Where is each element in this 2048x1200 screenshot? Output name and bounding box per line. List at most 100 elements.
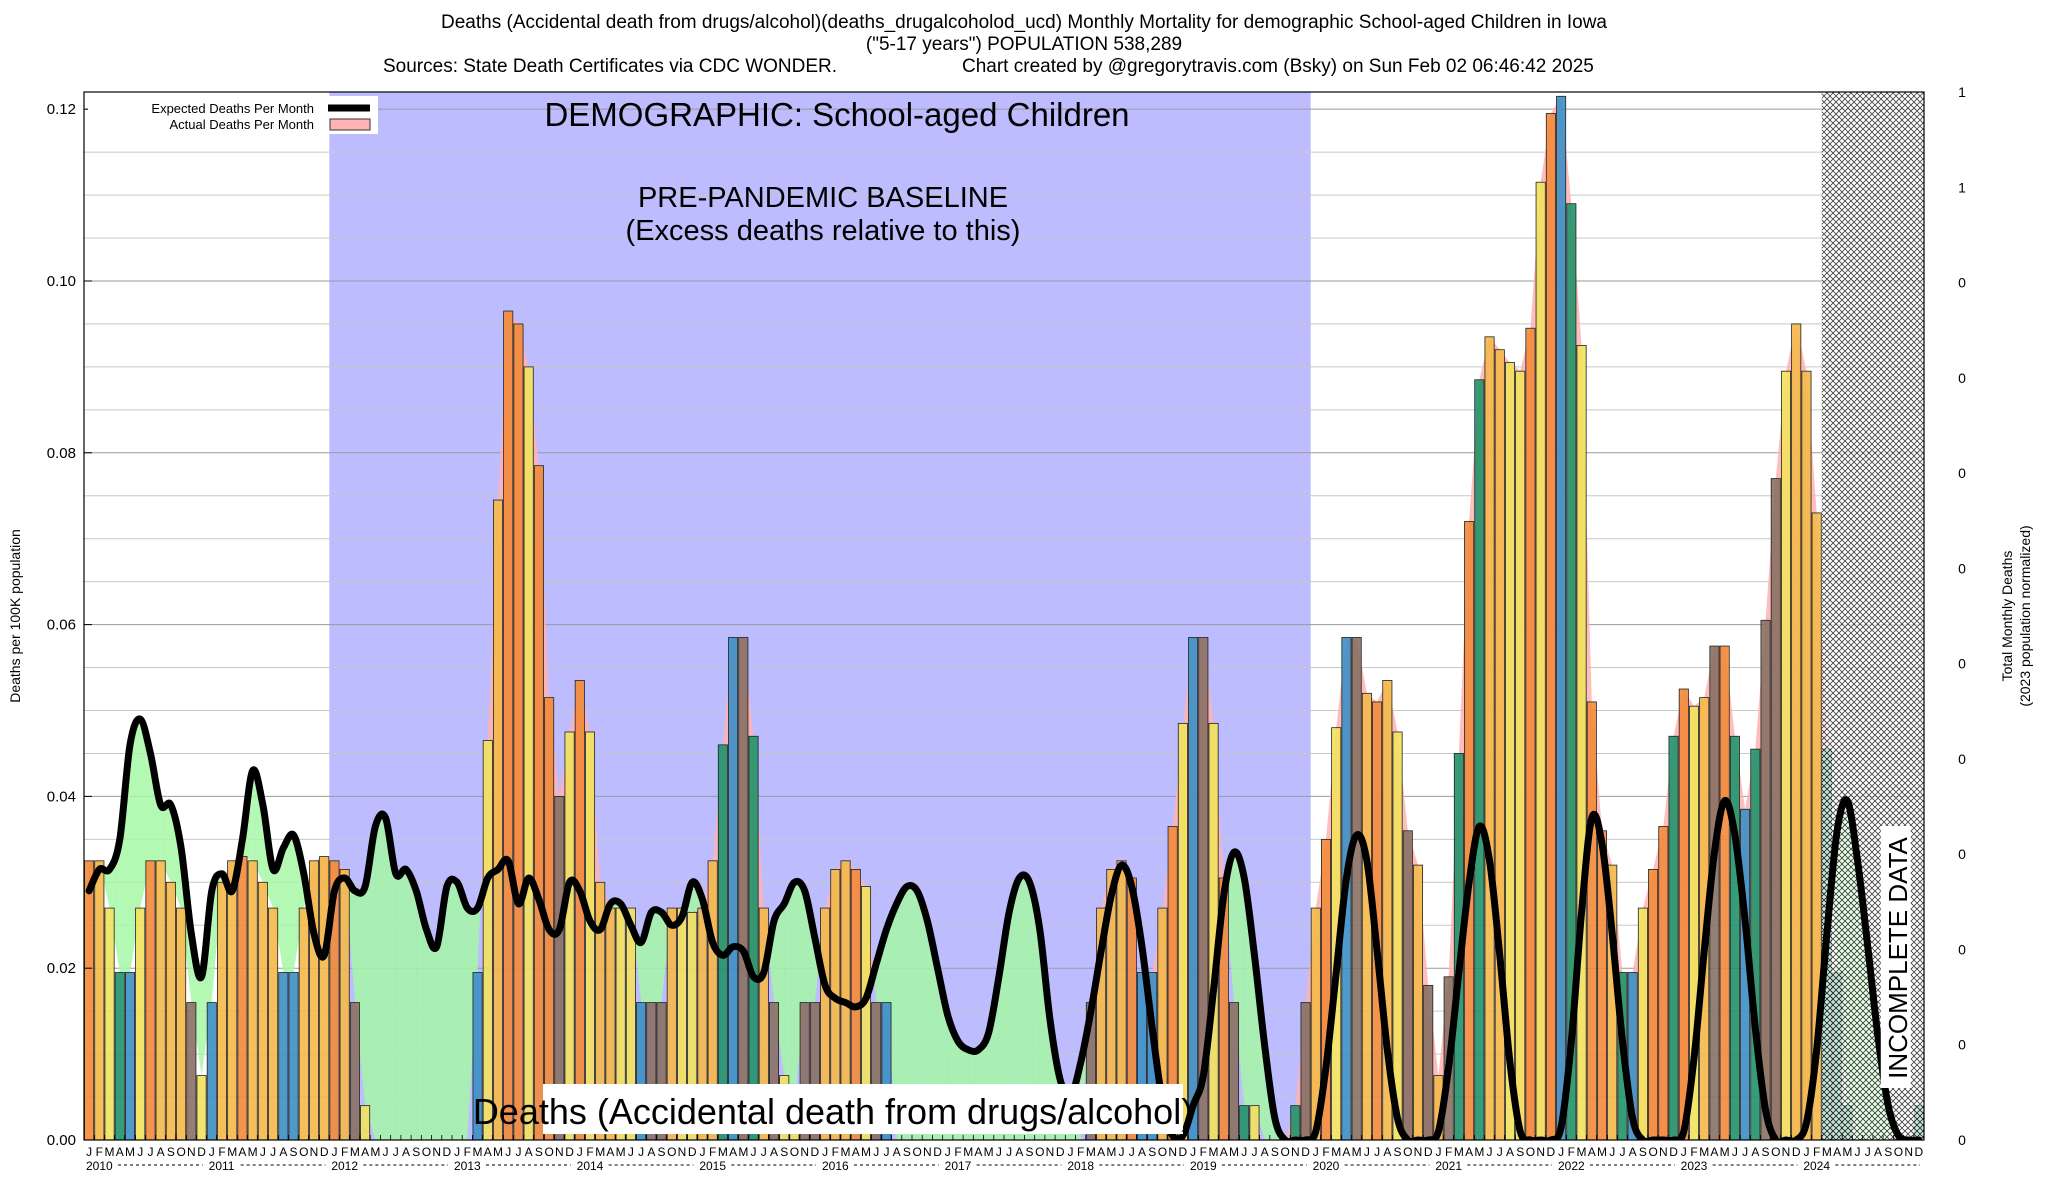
year-label: 2010 <box>86 1159 113 1173</box>
month-label: D <box>197 1145 206 1159</box>
month-label: J <box>147 1145 153 1159</box>
month-label: O <box>1894 1145 1903 1159</box>
month-label: S <box>1639 1145 1647 1159</box>
actual-bar <box>247 860 258 1140</box>
month-label: F <box>586 1145 593 1159</box>
year-label: 2019 <box>1190 1159 1217 1173</box>
actual-bar <box>513 323 524 1140</box>
difference-area-segment <box>273 847 284 973</box>
difference-area-segment <box>477 898 481 973</box>
actual-bar <box>728 637 739 1140</box>
month-label: F <box>464 1145 471 1159</box>
difference-area-segment <box>436 886 447 1140</box>
month-label: J <box>1364 1145 1370 1159</box>
month-label: N <box>1536 1145 1545 1159</box>
month-label: A <box>893 1145 901 1159</box>
month-label: A <box>1629 1145 1637 1159</box>
month-label: S <box>1271 1145 1279 1159</box>
difference-area-segment <box>794 882 805 1106</box>
month-label: N <box>800 1145 809 1159</box>
difference-area-segment <box>365 826 376 1140</box>
month-label: F <box>1568 1145 1575 1159</box>
month-label: O <box>299 1145 308 1159</box>
actual-bar <box>1116 860 1127 1140</box>
year-label: 2017 <box>945 1159 972 1173</box>
actual-bar <box>206 1002 217 1140</box>
chart-title-line-1: Deaths (Accidental death from drugs/alco… <box>441 12 1607 33</box>
actual-bar <box>104 907 115 1140</box>
year-label: 2023 <box>1681 1159 1708 1173</box>
month-label: M <box>1352 1145 1362 1159</box>
month-label: N <box>678 1145 687 1159</box>
actual-bar <box>1239 1105 1250 1140</box>
difference-area-segment <box>283 835 294 973</box>
month-label: S <box>167 1145 175 1159</box>
month-label: A <box>1465 1145 1473 1159</box>
actual-bar <box>360 1105 371 1140</box>
month-label: N <box>187 1145 196 1159</box>
month-label: D <box>565 1145 574 1159</box>
actual-bar <box>1412 864 1424 1140</box>
month-label: A <box>1506 1145 1514 1159</box>
month-label: O <box>1771 1145 1780 1159</box>
year-label: 2024 <box>1803 1159 1830 1173</box>
month-label: F <box>954 1145 961 1159</box>
month-label: M <box>1331 1145 1341 1159</box>
actual-bar <box>830 869 841 1140</box>
month-label: M <box>1822 1145 1832 1159</box>
month-label: J <box>1129 1145 1135 1159</box>
month-label: M <box>616 1145 626 1159</box>
month-label: A <box>238 1145 246 1159</box>
month-label: M <box>1454 1145 1464 1159</box>
month-label: J <box>873 1145 879 1159</box>
month-label: M <box>841 1145 851 1159</box>
month-label: A <box>606 1145 614 1159</box>
month-label: J <box>1497 1145 1503 1159</box>
month-label: O <box>544 1145 553 1159</box>
difference-area-segment <box>886 903 897 1140</box>
month-label: J <box>1119 1145 1125 1159</box>
month-label: J <box>454 1145 460 1159</box>
actual-bar <box>1760 619 1771 1140</box>
month-label: O <box>1035 1145 1044 1159</box>
chart-header: Deaths (Accidental death from drugs/alco… <box>0 12 2048 78</box>
actual-bar <box>1188 637 1199 1140</box>
month-label: J <box>638 1145 644 1159</box>
month-label: J <box>1190 1145 1196 1159</box>
actual-bar <box>564 731 575 1140</box>
month-label: A <box>852 1145 860 1159</box>
difference-area-segment <box>774 903 785 1076</box>
difference-area-segment <box>446 882 458 1140</box>
month-label: J <box>1803 1145 1809 1159</box>
month-label: J <box>505 1145 511 1159</box>
month-label: M <box>493 1145 503 1159</box>
difference-area-segment <box>406 869 417 1140</box>
month-label: J <box>270 1145 276 1159</box>
difference-area-segment <box>896 886 907 1140</box>
actual-bar <box>165 881 176 1140</box>
month-label: M <box>350 1145 360 1159</box>
month-label: F <box>832 1145 839 1159</box>
month-label: J <box>1313 1145 1319 1159</box>
month-label: J <box>86 1145 92 1159</box>
month-label: M <box>984 1145 994 1159</box>
actual-bar <box>584 731 596 1140</box>
bottom-label-background <box>543 1084 1183 1134</box>
difference-area-segment <box>784 882 795 1106</box>
month-label: N <box>1414 1145 1423 1159</box>
legend-actual-label: Actual Deaths Per Month <box>169 117 314 132</box>
y-tick-label: 0.06 <box>47 617 76 634</box>
difference-area-segment <box>651 912 662 1003</box>
month-label: M <box>1474 1145 1484 1159</box>
month-label: O <box>1158 1145 1167 1159</box>
month-label: N <box>923 1145 932 1159</box>
month-label: J <box>331 1145 337 1159</box>
actual-bar <box>707 860 718 1140</box>
month-label: O <box>1648 1145 1657 1159</box>
actual-bar <box>1576 345 1587 1140</box>
month-label: D <box>1056 1145 1065 1159</box>
month-label: A <box>1588 1145 1596 1159</box>
month-label: J <box>945 1145 951 1159</box>
month-label: J <box>628 1145 634 1159</box>
month-label: M <box>1842 1145 1852 1159</box>
